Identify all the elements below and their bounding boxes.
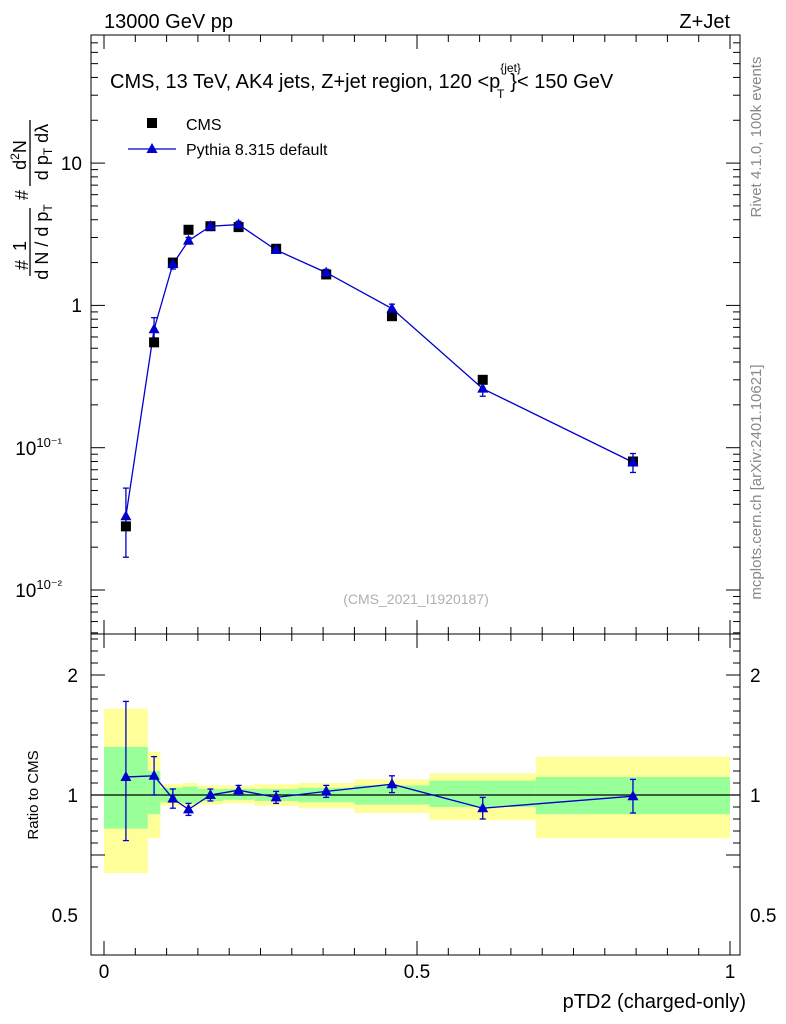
x-tick-label-0.5: 0.5 — [404, 962, 430, 983]
pythia-marker — [120, 510, 132, 521]
chart-title: CMS, 13 TeV, AK4 jets, Z+jet region, 120… — [110, 61, 614, 101]
ratio-marker — [120, 771, 132, 781]
rivet-label: Rivet 4.1.0, 100k events — [748, 57, 765, 218]
ratio-marker — [183, 803, 195, 814]
pythia-marker — [386, 302, 398, 313]
y-tick-label-10: 10 — [61, 154, 82, 175]
x-tick-label-0: 0 — [99, 962, 110, 983]
pythia-line — [125, 223, 634, 517]
svg-text:#: # — [12, 260, 32, 270]
ratio-y-axis-title: Ratio to CMS — [25, 750, 42, 839]
y-tick-label-1: 1 — [71, 296, 82, 317]
svg-text:d pT dλ: d pT dλ — [32, 124, 55, 180]
svg-text:d N / d pT: d N / d pT — [32, 204, 55, 280]
ratio-marker — [233, 784, 245, 795]
process-label: Z+Jet — [679, 11, 730, 33]
pythia-marker — [204, 220, 216, 231]
ratio-panel: 0.5 1 2 0.5 1 2 Ratio to CMS 0 0.5 1 pTD… — [25, 633, 776, 1013]
ratio-marker — [627, 790, 639, 801]
ratio-y-tick-left-1: 1 — [67, 786, 78, 807]
pythia-marker — [183, 234, 195, 245]
main-ticks — [91, 35, 740, 634]
main-data-layer — [120, 218, 639, 558]
analysis-id-watermark: (CMS_2021_I1920187) — [343, 591, 489, 607]
pythia-marker — [320, 266, 332, 277]
ratio-marker — [167, 792, 179, 803]
pythia-marker — [270, 244, 282, 255]
cms-marker — [386, 311, 397, 322]
cms-marker — [120, 521, 131, 532]
cms-marker — [183, 224, 194, 235]
cms-marker — [149, 337, 160, 348]
ratio-data-layer — [120, 700, 639, 842]
ratio-y-tick-right-2: 2 — [750, 666, 761, 687]
svg-text:#: # — [12, 190, 32, 200]
ratio-marker — [148, 769, 160, 780]
pythia-marker — [627, 456, 639, 467]
y-tick-exp: 10⁻² — [36, 577, 62, 592]
main-panel: 1010⁻² 1010⁻¹ 1 10 # 1 d N / d pT # d2N … — [8, 34, 741, 635]
legend-cms-marker — [147, 118, 157, 128]
y-tick-label-0.1: 1010⁻¹ — [15, 435, 62, 460]
legend-cms-label: CMS — [186, 117, 222, 134]
ratio-y-tick-left-0.5: 0.5 — [52, 906, 78, 927]
svg-text:d2N: d2N — [8, 140, 30, 170]
ratio-y-tick-left-2: 2 — [67, 666, 78, 687]
legend-pythia-marker — [146, 143, 158, 153]
ratio-y-tick-right-0.5: 0.5 — [750, 906, 776, 927]
ratio-marker — [270, 791, 282, 802]
legend: CMS Pythia 8.315 default — [128, 117, 328, 159]
energy-label: 13000 GeV pp — [104, 11, 233, 33]
mcplots-label: mcplots.cern.ch [arXiv:2401.10621] — [748, 364, 765, 599]
pythia-marker — [167, 258, 179, 269]
ratio-marker — [386, 778, 398, 789]
pythia-marker — [233, 218, 245, 229]
x-axis-title: pTD2 (charged-only) — [563, 991, 746, 1013]
y-tick-exp: 10⁻¹ — [36, 435, 62, 450]
ratio-marker — [204, 789, 216, 799]
cms-marker — [477, 374, 488, 385]
ratio-ticks — [91, 634, 740, 955]
pythia-marker — [148, 323, 160, 334]
svg-text:1: 1 — [10, 241, 30, 251]
pythia-marker — [477, 382, 489, 393]
legend-pythia-label: Pythia 8.315 default — [186, 142, 328, 159]
ratio-marker — [477, 802, 489, 813]
main-y-axis-title: # 1 d N / d pT # d2N d pT dλ — [8, 120, 55, 280]
ratio-marker — [320, 785, 332, 796]
ratio-y-tick-right-1: 1 — [750, 786, 761, 807]
x-tick-label-1: 1 — [725, 962, 736, 983]
y-tick-label-0.01: 1010⁻² — [15, 577, 62, 602]
